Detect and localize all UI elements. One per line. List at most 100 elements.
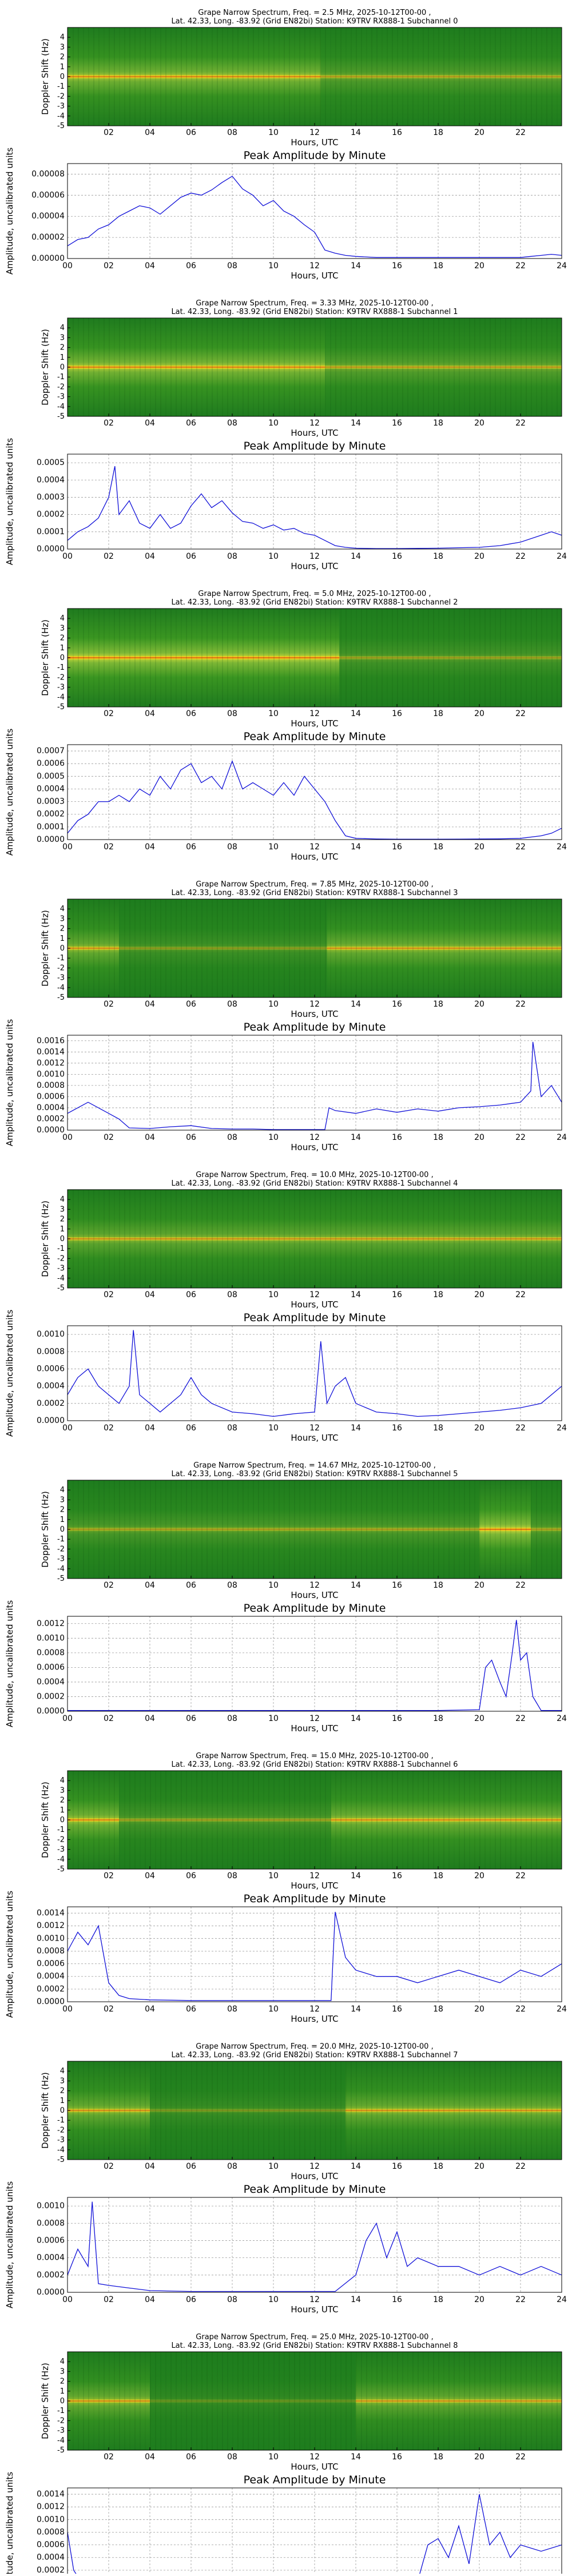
spectrogram-streak: [521, 318, 522, 416]
spectrogram-streak: [88, 1771, 89, 1869]
x-tick-label: 16: [392, 1714, 402, 1723]
spectrogram-streak: [428, 2061, 429, 2160]
y-tick-label: -2: [57, 383, 65, 391]
spectrogram-streak: [155, 1190, 156, 1288]
x-tick-label: 20: [474, 2162, 484, 2171]
spectrogram-streak: [294, 2061, 295, 2160]
spectrogram-streak: [206, 27, 208, 126]
x-tick-label: 00: [62, 1424, 73, 1433]
spectrogram-streak: [114, 609, 115, 707]
spectrogram-streak: [469, 2352, 470, 2450]
amplitude-title: Peak Amplitude by Minute: [244, 2183, 386, 2196]
y-tick-label: 0.0016: [37, 1036, 65, 1045]
spectrogram-streak: [371, 2061, 372, 2160]
spectrogram-streak: [248, 2352, 249, 2450]
spectrogram-streak: [387, 1771, 388, 1869]
x-tick-label: 14: [351, 1000, 361, 1009]
spectrogram-streak: [510, 318, 511, 416]
x-tick-label: 04: [145, 2005, 155, 2014]
spectrogram-streak: [155, 27, 156, 126]
y-tick-label: 0: [60, 1816, 65, 1824]
spectrogram-streak: [294, 899, 295, 997]
spectrogram-subtitle: Lat. 42.33, Long. -83.92 (Grid EN82bi) S…: [171, 1179, 458, 1188]
spectrogram-streak: [356, 2061, 357, 2160]
x-tick-label: 24: [557, 1424, 567, 1433]
spectrogram-streak: [227, 1480, 228, 1579]
spectrogram-streak: [479, 609, 480, 707]
spectrogram-streak: [258, 318, 259, 416]
spectrogram-streak: [191, 318, 192, 416]
spectrogram-streak: [325, 27, 326, 126]
spectrogram-streak: [345, 27, 347, 126]
spectrogram-streak: [263, 2352, 264, 2450]
spectrogram-streak: [258, 27, 259, 126]
y-tick-label: -2: [57, 1835, 65, 1844]
spectrogram-streak: [356, 27, 357, 126]
spectrogram-streak: [464, 27, 465, 126]
plot-frame: [67, 1035, 562, 1131]
spectrogram-streak: [196, 318, 197, 416]
spectrogram-streak: [248, 899, 249, 997]
spectrogram-streak: [402, 1771, 403, 1869]
spectrogram-streak: [83, 2061, 84, 2160]
spectrogram-streak: [268, 1190, 269, 1288]
x-tick-label: 06: [186, 2295, 196, 2304]
spectrogram-streak: [93, 1480, 94, 1579]
spectrogram-streak: [104, 1771, 105, 1869]
spectrogram-streak: [495, 1771, 496, 1869]
spectrogram-streak: [479, 2061, 480, 2160]
spectrogram-streak: [88, 2352, 89, 2450]
spectrogram-streak: [474, 1771, 475, 1869]
spectrogram-streak: [412, 2061, 414, 2160]
x-tick-label: 02: [104, 2005, 114, 2014]
spectrogram-title: Grape Narrow Spectrum, Freq. = 25.0 MHz,…: [196, 2333, 433, 2342]
spectrogram-streak: [124, 609, 125, 707]
x-tick-label: 16: [392, 1133, 402, 1142]
spectrogram-streak: [279, 318, 280, 416]
spectrogram-streak: [279, 27, 280, 126]
spectrogram-streak: [464, 1190, 465, 1288]
spectrogram-streak: [165, 1771, 166, 1869]
spectrogram-streak: [546, 1190, 547, 1288]
x-tick-label: 02: [104, 1000, 114, 1009]
spectrogram-streak: [469, 1190, 470, 1288]
carrier-peak: [320, 75, 562, 78]
spectrogram-streak: [206, 899, 208, 997]
spectrogram-streak: [423, 609, 424, 707]
spectrogram-streak: [83, 1190, 84, 1288]
x-tick-label: 08: [227, 1133, 237, 1142]
spectrogram-streak: [371, 1771, 372, 1869]
spectrogram-streak: [340, 318, 341, 416]
spectrogram-streak: [433, 1771, 434, 1869]
spectrogram-streak: [500, 2352, 501, 2450]
amplitude-title: Peak Amplitude by Minute: [244, 149, 386, 162]
x-tick-label: 12: [309, 128, 320, 137]
spectrogram-streak: [515, 2352, 517, 2450]
y-tick-label: -5: [57, 993, 65, 1002]
spectrogram-streak: [474, 2061, 475, 2160]
x-tick-label: 22: [515, 709, 526, 718]
spectrogram-streak: [155, 899, 156, 997]
x-tick-label: 18: [433, 2162, 443, 2171]
y-tick-label: 0.00008: [31, 169, 65, 178]
spectrogram-streak: [402, 318, 403, 416]
x-tick-label: 02: [104, 552, 114, 561]
spectrogram-streak: [289, 899, 290, 997]
x-tick-label: 20: [474, 1871, 484, 1881]
spectrogram-streak: [443, 318, 444, 416]
spectrogram-streak: [78, 1190, 79, 1288]
spectrogram-streak: [248, 318, 249, 416]
carrier-peak: [339, 657, 562, 659]
spectrogram-streak: [248, 1480, 249, 1579]
spectrogram-streak: [443, 27, 444, 126]
spectrogram-streak: [165, 899, 166, 997]
y-tick-label: 0.0003: [37, 797, 65, 806]
spectrogram-streak: [98, 318, 100, 416]
spectrogram-streak: [186, 27, 187, 126]
spectrogram-streak: [181, 2352, 182, 2450]
y-tick-label: -3: [57, 1846, 65, 1854]
x-axis-label: Hours, UTC: [291, 1142, 338, 1152]
x-tick-label: 22: [515, 842, 526, 852]
spectrogram-streak: [170, 318, 172, 416]
x-axis-label: Hours, UTC: [291, 2462, 338, 2472]
